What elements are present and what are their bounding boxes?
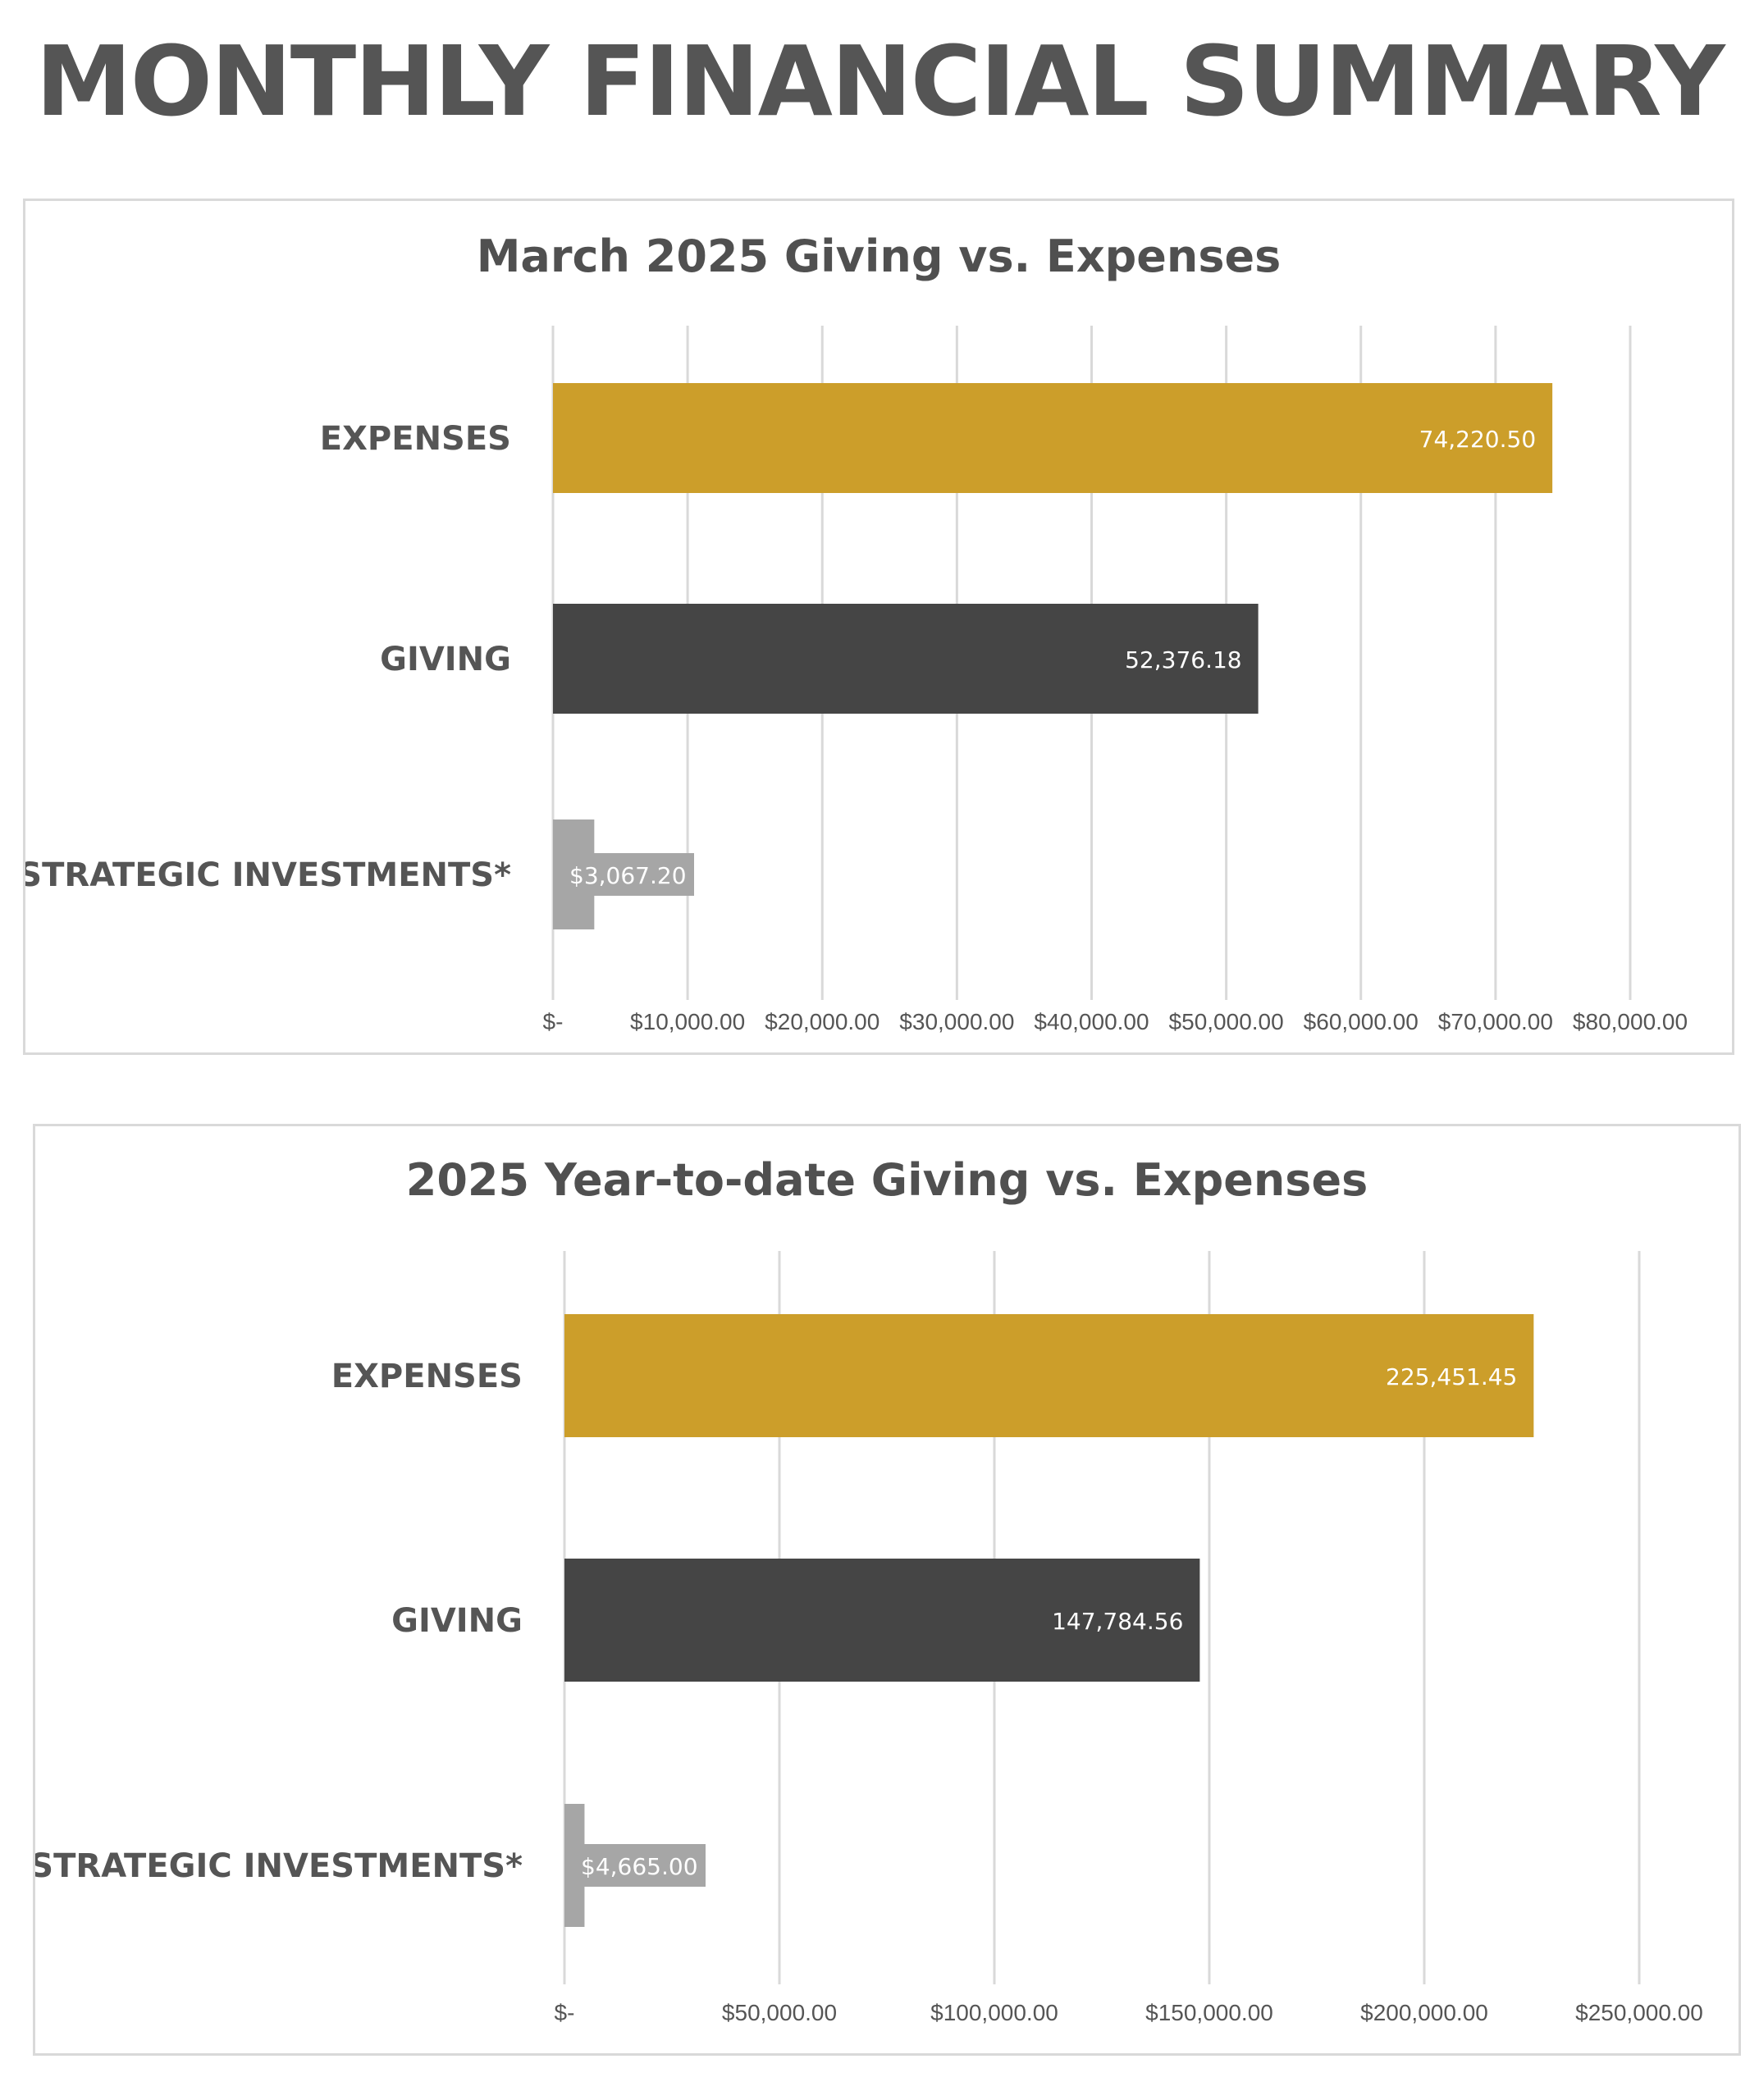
data-label: $4,665.00 — [581, 1853, 698, 1880]
category-label: STRATEGIC INVESTMENTS* — [25, 856, 511, 894]
data-label: 52,376.18 — [1125, 646, 1242, 673]
ytd-bar-chart: $- $50,000.00 $100,000.00 $150,000.00 $200,0… — [35, 1251, 1703, 2025]
x-tick-label: $- — [555, 2000, 575, 2025]
data-label: 74,220.50 — [1419, 426, 1537, 453]
bar-expenses — [553, 383, 1553, 493]
x-tick-label: $150,000.00 — [1145, 2000, 1273, 2025]
x-tick-label: $200,000.00 — [1360, 2000, 1488, 2025]
page-title: MONTHLY FINANCIAL SUMMARY — [35, 25, 1725, 138]
monthly-chart-panel: March 2025 Giving vs. Expenses $- $10,000… — [23, 199, 1734, 1055]
category-label: STRATEGIC INVESTMENTS* — [35, 1847, 523, 1885]
x-tick-label: $60,000.00 — [1304, 1009, 1419, 1034]
data-label: 225,451.45 — [1386, 1363, 1517, 1390]
category-label: EXPENSES — [320, 420, 511, 458]
category-label: GIVING — [391, 1602, 523, 1640]
x-tick-label: $250,000.00 — [1575, 2000, 1703, 2025]
x-tick-label: $50,000.00 — [722, 2000, 837, 2025]
data-label: $3,067.20 — [569, 862, 687, 889]
chart-title: March 2025 Giving vs. Expenses — [476, 231, 1282, 282]
x-tick-label: $20,000.00 — [765, 1009, 880, 1034]
data-label-background — [553, 853, 694, 896]
x-tick-label: $100,000.00 — [930, 2000, 1058, 2025]
bar-expenses — [564, 1314, 1534, 1437]
x-tick-label: $50,000.00 — [1169, 1009, 1284, 1034]
x-tick-label: $30,000.00 — [899, 1009, 1014, 1034]
monthly-bar-chart: $- $10,000.00 $20,000.00 $30,000.00 $40,000.… — [25, 326, 1688, 1034]
data-label: 147,784.56 — [1052, 1608, 1183, 1635]
ytd-chart-panel: 2025 Year-to-date Giving vs. Expenses $-… — [33, 1124, 1741, 2056]
bar-giving — [553, 604, 1259, 714]
x-tick-label: $10,000.00 — [630, 1009, 745, 1034]
chart-title: 2025 Year-to-date Giving vs. Expenses — [405, 1154, 1368, 1206]
bar-giving — [564, 1559, 1200, 1682]
data-label-background — [564, 1844, 706, 1887]
x-tick-label: $- — [543, 1009, 564, 1034]
category-label: GIVING — [380, 641, 511, 678]
x-tick-label: $80,000.00 — [1573, 1009, 1688, 1034]
x-tick-label: $70,000.00 — [1438, 1009, 1553, 1034]
x-tick-label: $40,000.00 — [1034, 1009, 1149, 1034]
category-label: EXPENSES — [331, 1358, 523, 1395]
